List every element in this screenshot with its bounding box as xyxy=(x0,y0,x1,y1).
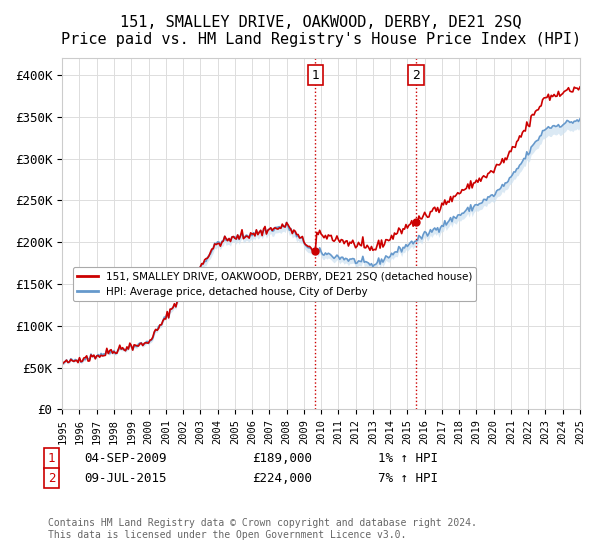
HPI: Average price, detached house, City of Derby: (2.02e+03, 3.48e+05): Average price, detached house, City of D… xyxy=(577,115,584,122)
Legend: 151, SMALLEY DRIVE, OAKWOOD, DERBY, DE21 2SQ (detached house), HPI: Average pric: 151, SMALLEY DRIVE, OAKWOOD, DERBY, DE21… xyxy=(73,267,476,301)
HPI: Average price, detached house, City of Derby: (2.01e+03, 1.83e+05): Average price, detached house, City of D… xyxy=(383,254,391,260)
HPI: Average price, detached house, City of Derby: (2.02e+03, 2.88e+05): Average price, detached house, City of D… xyxy=(515,165,522,172)
HPI: Average price, detached house, City of Derby: (2e+03, 1.01e+05): Average price, detached house, City of D… xyxy=(157,322,164,329)
Text: £224,000: £224,000 xyxy=(252,472,312,484)
151, SMALLEY DRIVE, OAKWOOD, DERBY, DE21 2SQ (detached house) xyxy=(73,357,80,363)
Line: HPI: Average price, detached house, City of Derby: HPI: Average price, detached house, City… xyxy=(62,119,580,363)
151, SMALLEY DRIVE, OAKWOOD, DERBY, DE21 2SQ (detached house) xyxy=(353,243,361,250)
Text: 1% ↑ HPI: 1% ↑ HPI xyxy=(378,452,438,465)
Text: 2: 2 xyxy=(48,472,56,484)
Text: 2: 2 xyxy=(412,68,420,82)
Text: 04-SEP-2009: 04-SEP-2009 xyxy=(84,452,167,465)
Text: 1: 1 xyxy=(48,452,56,465)
151, SMALLEY DRIVE, OAKWOOD, DERBY, DE21 2SQ (detached house) xyxy=(155,325,162,332)
HPI: Average price, detached house, City of Derby: (2.01e+03, 1.78e+05): Average price, detached house, City of D… xyxy=(355,258,362,264)
Text: 7% ↑ HPI: 7% ↑ HPI xyxy=(378,472,438,484)
Line: 151, SMALLEY DRIVE, OAKWOOD, DERBY, DE21 2SQ (detached house): 151, SMALLEY DRIVE, OAKWOOD, DERBY, DE21… xyxy=(62,87,580,365)
Text: Contains HM Land Registry data © Crown copyright and database right 2024.
This d: Contains HM Land Registry data © Crown c… xyxy=(48,518,477,540)
151, SMALLEY DRIVE, OAKWOOD, DERBY, DE21 2SQ (detached house) xyxy=(371,246,378,253)
151, SMALLEY DRIVE, OAKWOOD, DERBY, DE21 2SQ (detached house) xyxy=(59,361,66,368)
151, SMALLEY DRIVE, OAKWOOD, DERBY, DE21 2SQ (detached house) xyxy=(513,138,520,145)
Text: 1: 1 xyxy=(311,68,319,82)
Title: 151, SMALLEY DRIVE, OAKWOOD, DERBY, DE21 2SQ
Price paid vs. HM Land Registry's H: 151, SMALLEY DRIVE, OAKWOOD, DERBY, DE21… xyxy=(61,15,581,48)
151, SMALLEY DRIVE, OAKWOOD, DERBY, DE21 2SQ (detached house) xyxy=(382,236,389,243)
Text: £189,000: £189,000 xyxy=(252,452,312,465)
HPI: Average price, detached house, City of Derby: (2e+03, 5.87e+04): Average price, detached house, City of D… xyxy=(74,357,82,364)
151, SMALLEY DRIVE, OAKWOOD, DERBY, DE21 2SQ (detached house) xyxy=(577,83,584,90)
HPI: Average price, detached house, City of Derby: (2e+03, 5.6e+04): Average price, detached house, City of D… xyxy=(59,360,66,366)
Text: 09-JUL-2015: 09-JUL-2015 xyxy=(84,472,167,484)
HPI: Average price, detached house, City of Derby: (2.01e+03, 1.74e+05): Average price, detached house, City of D… xyxy=(372,261,379,268)
HPI: Average price, detached house, City of Derby: (2e+03, 5.51e+04): Average price, detached house, City of D… xyxy=(60,360,67,367)
